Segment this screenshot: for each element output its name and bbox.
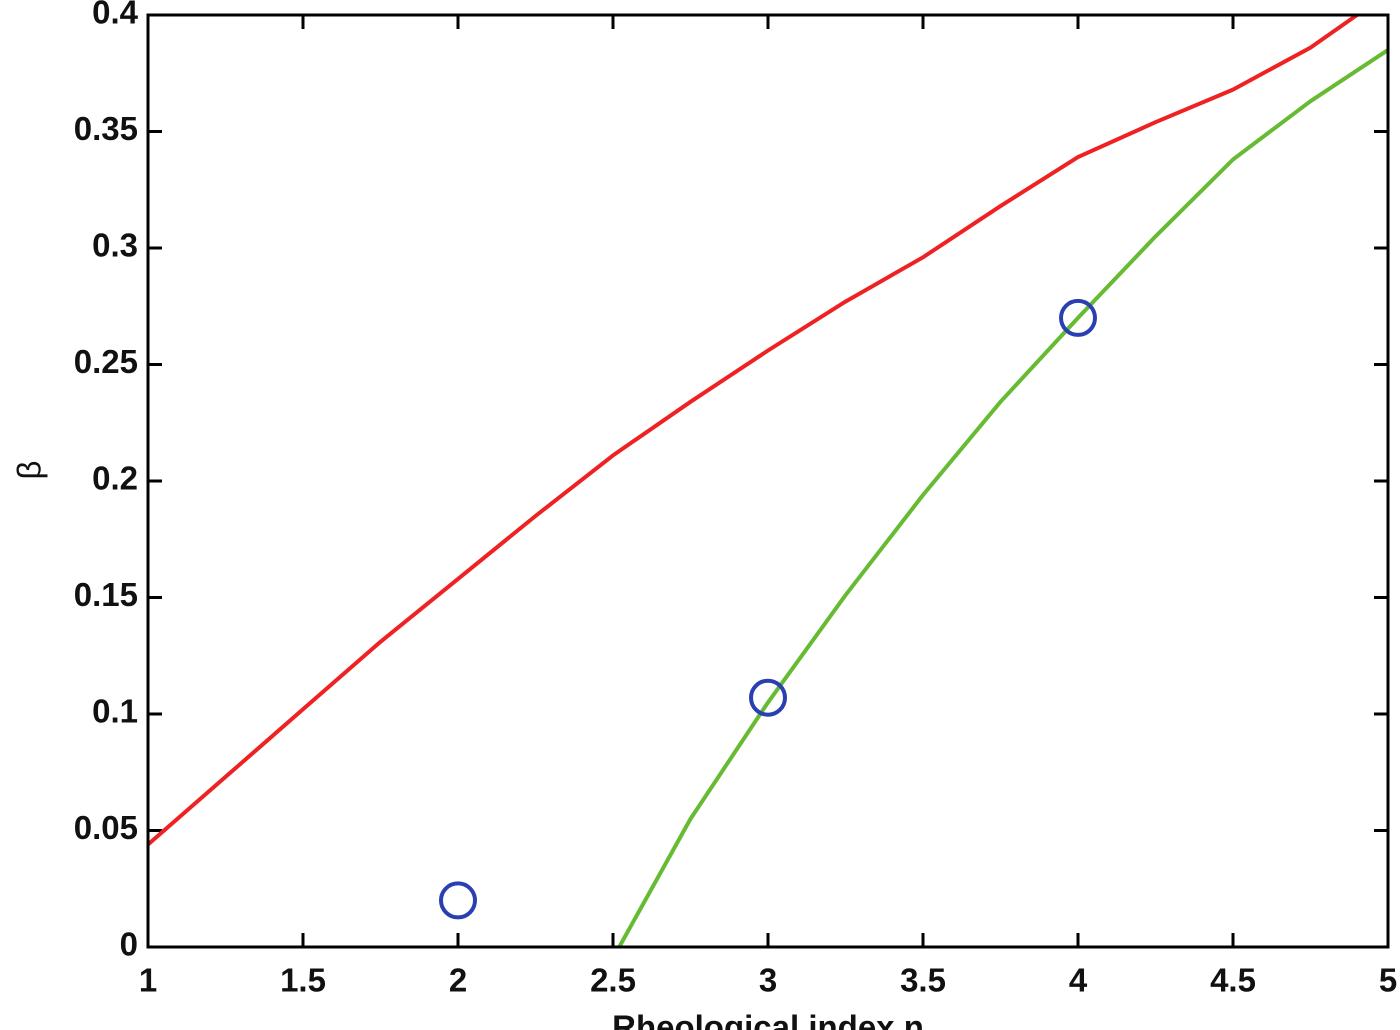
data-point [749, 678, 787, 717]
y-axis-label: β [11, 461, 48, 480]
y-tick-label: 0.2 [92, 460, 138, 497]
plot-frame [146, 13, 1390, 949]
data-line [617, 48, 1390, 948]
y-tick-label: 0.3 [92, 227, 138, 264]
x-tick-label: 3.5 [900, 962, 946, 999]
x-tick-label: 1.5 [280, 962, 326, 999]
x-axis-label: Rheological index n [612, 1009, 924, 1030]
x-tick-label: 4.5 [1210, 962, 1256, 999]
x-tick-label: 4 [1069, 962, 1088, 999]
x-tick-label: 1 [139, 962, 157, 999]
y-tick-label: 0.05 [74, 809, 138, 846]
y-tick-label: 0 [120, 926, 138, 963]
y-tick-label: 0.1 [92, 693, 138, 730]
x-tick-label: 5 [1379, 962, 1397, 999]
y-tick-label: 0.15 [74, 576, 138, 613]
data-line [146, 13, 1359, 847]
x-tick-label: 2.5 [590, 962, 636, 999]
x-tick-label: 3 [759, 962, 777, 999]
y-tick-label: 0.35 [74, 110, 138, 147]
y-tick-label: 0.4 [92, 0, 139, 31]
x-tick-label: 2 [449, 962, 467, 999]
y-tick-label: 0.25 [74, 343, 138, 380]
data-point [1059, 298, 1097, 337]
data-point [439, 881, 477, 920]
